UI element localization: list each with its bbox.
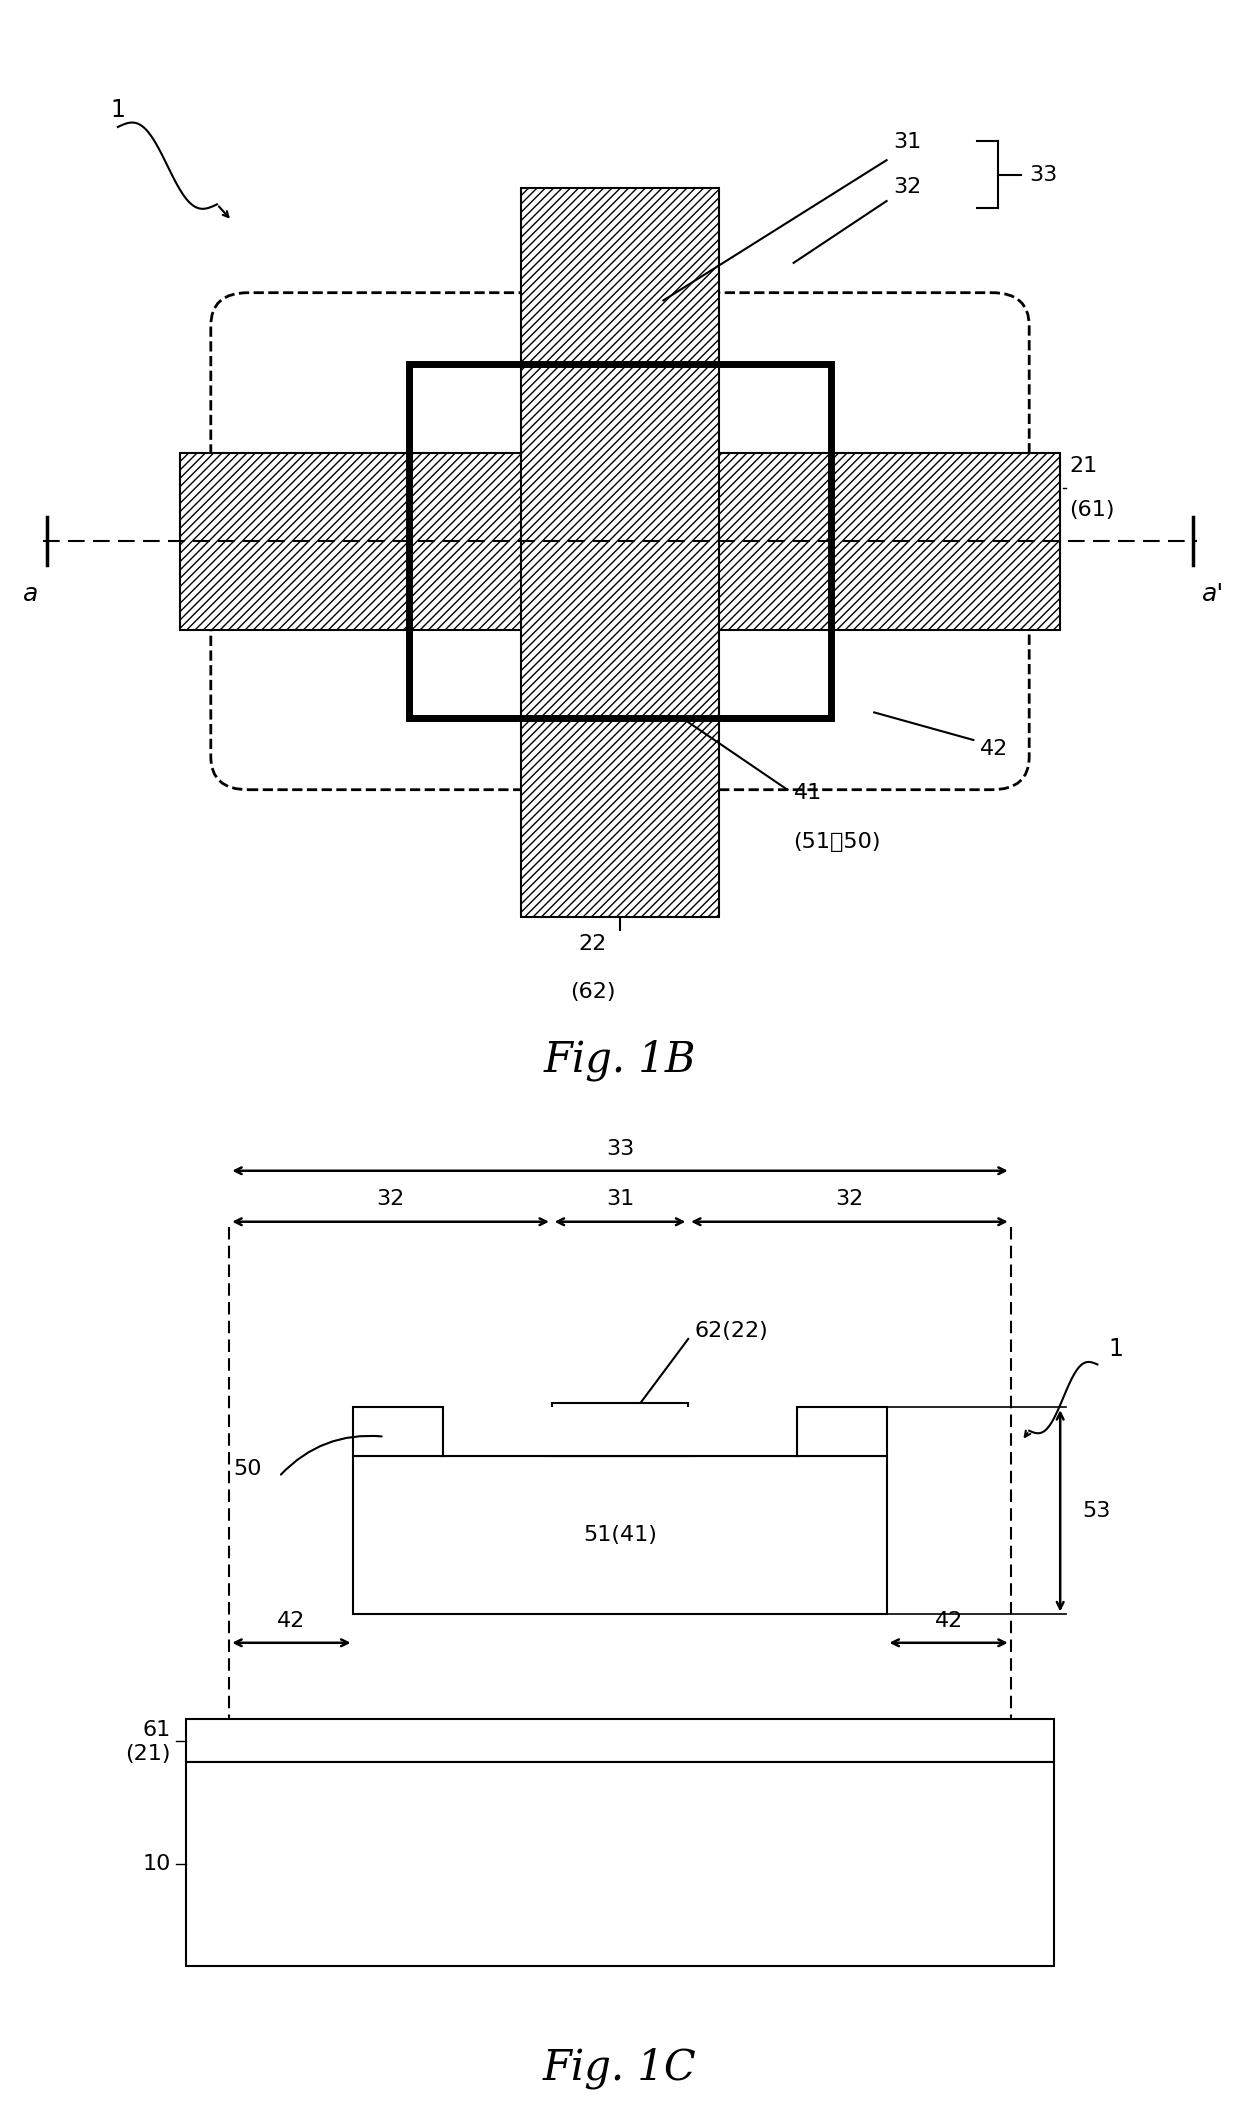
Text: 32: 32 bbox=[893, 176, 921, 198]
Text: a: a bbox=[24, 582, 38, 605]
Text: 22: 22 bbox=[579, 935, 606, 954]
Text: 10: 10 bbox=[143, 1854, 171, 1873]
Text: a': a' bbox=[1202, 582, 1224, 605]
Bar bbox=[797, 1408, 887, 1457]
Text: 61: 61 bbox=[143, 1720, 171, 1740]
Text: 1: 1 bbox=[1109, 1338, 1123, 1361]
Text: 32: 32 bbox=[836, 1189, 863, 1209]
Bar bbox=[353, 1457, 887, 1614]
Text: 50: 50 bbox=[234, 1459, 262, 1480]
Text: 62(22): 62(22) bbox=[694, 1321, 768, 1340]
Text: 32: 32 bbox=[377, 1189, 404, 1209]
Text: 31: 31 bbox=[893, 132, 921, 153]
Text: 33: 33 bbox=[1029, 164, 1058, 185]
Bar bbox=[552, 1404, 688, 1457]
Text: 42: 42 bbox=[980, 739, 1008, 758]
Bar bbox=[521, 187, 719, 918]
Text: 42: 42 bbox=[935, 1610, 962, 1631]
Text: 1: 1 bbox=[110, 98, 125, 123]
Bar bbox=[353, 1408, 443, 1457]
Text: (21): (21) bbox=[125, 1744, 171, 1765]
Bar bbox=[443, 1408, 797, 1457]
Bar bbox=[409, 365, 831, 718]
Text: Fig. 1B: Fig. 1B bbox=[544, 1039, 696, 1081]
Bar bbox=[186, 1763, 1054, 1967]
Text: (62): (62) bbox=[570, 981, 615, 1003]
Text: 51(41): 51(41) bbox=[583, 1525, 657, 1546]
Text: Fig. 1C: Fig. 1C bbox=[543, 2048, 697, 2088]
Text: 41: 41 bbox=[794, 784, 822, 803]
Text: 33: 33 bbox=[606, 1138, 634, 1158]
Bar bbox=[180, 452, 1060, 629]
Text: (51・50): (51・50) bbox=[794, 833, 882, 852]
Text: 21: 21 bbox=[1069, 457, 1097, 476]
Text: 42: 42 bbox=[278, 1610, 305, 1631]
Text: 53: 53 bbox=[1083, 1502, 1111, 1521]
Text: 31: 31 bbox=[606, 1189, 634, 1209]
Text: (61): (61) bbox=[1069, 501, 1115, 520]
Bar bbox=[186, 1718, 1054, 1763]
